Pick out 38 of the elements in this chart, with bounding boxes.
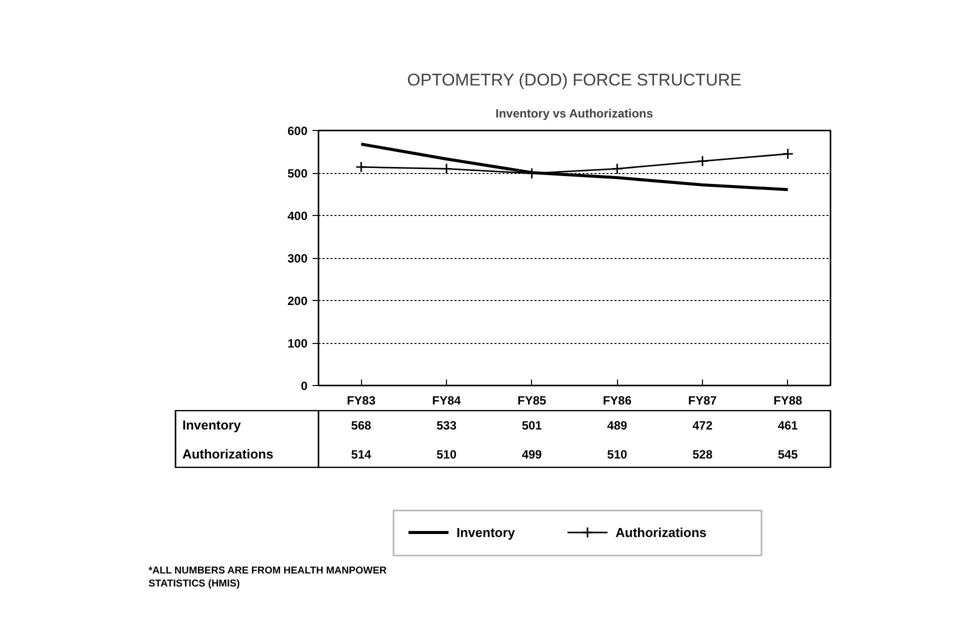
point (526, 168, 538, 180)
data-label: 499 (522, 448, 542, 462)
chart-title: OPTOMETRY (DOD) FORCE STRUCTURE (407, 70, 742, 90)
data-label: 545 (778, 448, 798, 462)
chart-subtitle: Inventory vs Authorizations (495, 106, 654, 120)
legend-label: Authorizations (616, 525, 706, 540)
data-label: 533 (436, 418, 457, 432)
x-tick-label: FY83 (346, 394, 376, 408)
point (696, 155, 708, 167)
x-tick-label: FY87 (688, 394, 718, 408)
y-tick-label: 0 (300, 379, 308, 393)
data-label: 461 (778, 418, 798, 432)
x-tick-label: FY84 (432, 394, 462, 408)
data-label: 514 (351, 448, 372, 462)
y-tick-label: 600 (287, 124, 308, 138)
point (440, 163, 452, 174)
data-label: 501 (522, 418, 542, 432)
point (355, 161, 367, 173)
y-tick-label: 200 (287, 294, 308, 308)
data-label: 472 (692, 418, 713, 432)
data-label: 510 (607, 448, 628, 462)
data-label: 528 (692, 448, 713, 462)
point (782, 148, 794, 160)
data-label: 489 (607, 418, 628, 432)
legend-label: Inventory (456, 525, 516, 540)
x-tick-label: FY86 (602, 394, 632, 408)
data-label: 510 (436, 448, 457, 462)
y-tick-label: 300 (287, 252, 308, 266)
data-label: 568 (351, 418, 372, 432)
text: Inventory (182, 418, 241, 432)
point (611, 163, 623, 174)
x-tick-label: FY88 (773, 394, 802, 408)
y-tick-label: 500 (287, 166, 308, 180)
y-tick-label: 400 (287, 209, 308, 223)
text: Authorizations (182, 446, 274, 462)
x-tick-label: FY85 (517, 394, 546, 408)
text: *ALL NUMBERS ARE FROM HEALTH MANPOWER STATISTICS (HMIS) (148, 566, 388, 590)
y-tick-label: 100 (287, 336, 308, 350)
